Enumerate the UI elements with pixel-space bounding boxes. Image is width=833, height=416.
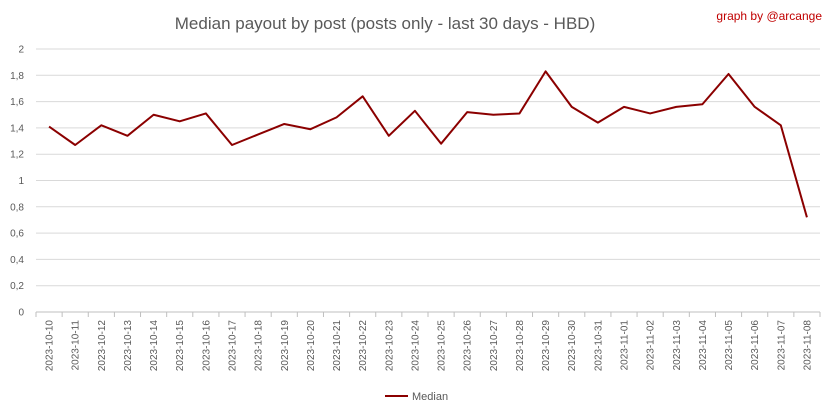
x-tick-label: 2023-10-29 bbox=[541, 320, 552, 372]
data-point bbox=[439, 141, 444, 146]
x-tick-label: 2023-10-21 bbox=[332, 320, 343, 372]
data-point bbox=[230, 142, 235, 147]
y-tick-label: 1 bbox=[18, 176, 24, 187]
y-tick-label: 0,4 bbox=[10, 255, 24, 266]
y-axis-ticks: 0 0,2 0,4 0,6 0,8 1 1,2 1,4 1,6 1,8 2 bbox=[10, 45, 24, 319]
data-point bbox=[569, 104, 574, 109]
data-point bbox=[47, 124, 52, 129]
x-tick-label: 2023-11-04 bbox=[698, 320, 709, 371]
data-point bbox=[622, 104, 627, 109]
data-point bbox=[517, 111, 522, 116]
legend: Median bbox=[385, 391, 448, 403]
y-tick-label: 1,8 bbox=[10, 71, 24, 82]
series-line-median bbox=[48, 70, 808, 218]
data-point bbox=[203, 111, 208, 116]
data-point bbox=[360, 94, 365, 99]
data-point bbox=[543, 69, 548, 74]
data-point bbox=[700, 102, 705, 107]
x-tick-label: 2023-10-31 bbox=[593, 320, 604, 372]
y-tick-label: 1,4 bbox=[10, 123, 24, 134]
x-tick-label: 2023-10-24 bbox=[410, 320, 421, 372]
x-tick-label: 2023-10-23 bbox=[384, 320, 395, 372]
data-point bbox=[465, 110, 470, 115]
y-tick-label: 1,6 bbox=[10, 97, 24, 108]
x-tick-label: 2023-11-08 bbox=[802, 320, 813, 371]
data-point bbox=[412, 108, 417, 113]
x-tick-label: 2023-10-20 bbox=[306, 320, 317, 372]
data-point bbox=[674, 104, 679, 109]
x-tick-label: 2023-11-01 bbox=[620, 320, 631, 371]
chart-credit: graph by @arcange bbox=[716, 9, 822, 23]
x-tick-label: 2023-10-25 bbox=[437, 320, 448, 372]
data-point bbox=[804, 215, 809, 220]
x-tick-label: 2023-10-22 bbox=[358, 320, 369, 372]
x-tick-label: 2023-10-30 bbox=[567, 320, 578, 372]
data-point bbox=[595, 120, 600, 125]
gridlines bbox=[36, 48, 820, 313]
x-tick-label: 2023-11-02 bbox=[646, 320, 657, 371]
data-point bbox=[151, 112, 156, 117]
data-point bbox=[726, 71, 731, 76]
x-tick-label: 2023-11-07 bbox=[776, 320, 787, 371]
data-point bbox=[73, 142, 78, 147]
x-tick-label: 2023-10-28 bbox=[515, 320, 526, 372]
data-point bbox=[125, 133, 130, 138]
data-point bbox=[491, 112, 496, 117]
y-tick-label: 0,8 bbox=[10, 202, 24, 213]
x-tick-label: 2023-10-18 bbox=[254, 320, 265, 372]
y-tick-label: 0,2 bbox=[10, 281, 24, 292]
x-tick-label: 2023-11-05 bbox=[724, 320, 735, 371]
x-tick-label: 2023-10-12 bbox=[97, 320, 108, 372]
data-point bbox=[282, 121, 287, 126]
data-point bbox=[177, 119, 182, 124]
x-tick-label: 2023-10-11 bbox=[71, 320, 82, 371]
x-tick-label: 2023-10-27 bbox=[489, 320, 500, 372]
data-point bbox=[334, 115, 339, 120]
data-point bbox=[308, 127, 313, 132]
x-tick-label: 2023-11-03 bbox=[672, 320, 683, 371]
x-tick-label: 2023-10-10 bbox=[45, 320, 56, 372]
data-point bbox=[778, 123, 783, 128]
y-tick-label: 1,2 bbox=[10, 150, 24, 161]
x-axis-ticks: 2023-10-10 2023-10-11 2023-10-12 2023-10-13… bbox=[35, 312, 821, 372]
x-tick-label: 2023-10-15 bbox=[175, 320, 186, 372]
data-point bbox=[99, 123, 104, 128]
y-tick-label: 0 bbox=[18, 308, 24, 319]
x-tick-label: 2023-10-13 bbox=[123, 320, 134, 372]
x-tick-label: 2023-10-16 bbox=[201, 320, 212, 372]
series-lines bbox=[47, 69, 809, 220]
data-point bbox=[648, 111, 653, 116]
chart-title: Median payout by post (posts only - last… bbox=[175, 14, 595, 33]
data-point bbox=[752, 104, 757, 109]
x-tick-label: 2023-10-17 bbox=[228, 320, 239, 372]
data-point bbox=[386, 133, 391, 138]
x-tick-label: 2023-10-26 bbox=[463, 320, 474, 372]
x-tick-label: 2023-10-19 bbox=[280, 320, 291, 372]
y-tick-label: 0,6 bbox=[10, 229, 24, 240]
data-point bbox=[256, 132, 261, 137]
x-tick-label: 2023-10-14 bbox=[149, 320, 160, 372]
y-tick-label: 2 bbox=[18, 45, 24, 56]
x-tick-label: 2023-11-06 bbox=[750, 320, 761, 371]
legend-label-median: Median bbox=[412, 391, 448, 403]
